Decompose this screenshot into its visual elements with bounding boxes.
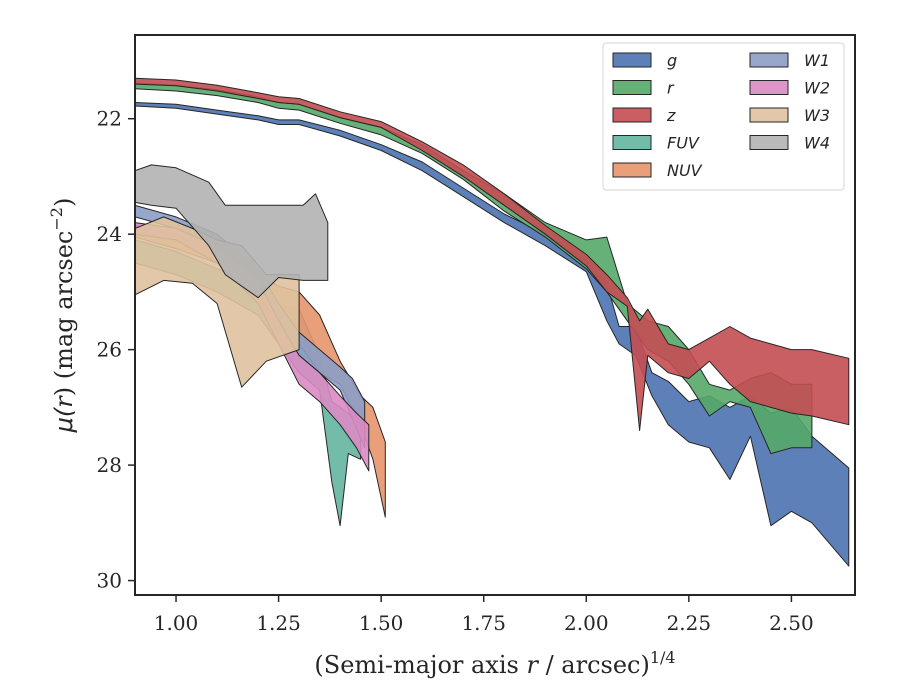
x-tick-label: 1.25 xyxy=(256,611,301,635)
legend: grz FUV NUV W1 W2 W3 W4 xyxy=(602,42,845,191)
legend-label-w1: W1 xyxy=(804,51,830,70)
plot-frame xyxy=(134,34,856,596)
x-axis-title: (Semi-major axis r / arcsec)1/4 xyxy=(314,648,675,679)
legend-swatch-nuv xyxy=(612,162,652,178)
legend-label-g: g xyxy=(667,51,677,70)
legend-label-w4: W4 xyxy=(804,134,830,153)
y-tick-label: 24 xyxy=(97,222,122,246)
legend-swatch-r xyxy=(612,80,652,95)
legend-swatch-w4 xyxy=(749,135,789,150)
x-tick-label: 2.00 xyxy=(564,611,609,635)
axes: 1.00 1.25 1.50 1.75 2.00 2.25 2.50 22 24 26 28 30 xyxy=(97,34,856,635)
y-tick-label: 28 xyxy=(97,453,122,477)
legend-label-w3: W3 xyxy=(804,106,830,125)
legend-label-r: r xyxy=(667,79,675,98)
legend-swatch-w3 xyxy=(749,107,789,123)
x-tick-label: 1.75 xyxy=(461,611,506,635)
y-tick-label: 30 xyxy=(97,569,122,593)
plot-areas xyxy=(135,77,850,567)
legend-label-nuv: NUV xyxy=(667,161,703,180)
x-tick-label: 1.00 xyxy=(154,611,199,635)
legend-swatch-g xyxy=(612,52,652,68)
band-g xyxy=(135,102,850,567)
legend-swatch-w2 xyxy=(749,80,789,95)
x-tick-label: 2.25 xyxy=(667,611,712,635)
x-tick-label: 1.50 xyxy=(359,611,404,635)
legend-swatch-fuv xyxy=(612,135,652,150)
legend-swatch-w1 xyxy=(749,52,789,68)
legend-swatch-z xyxy=(612,107,652,123)
legend-label-w2: W2 xyxy=(804,79,830,98)
legend-label-z: z xyxy=(666,106,676,125)
y-tick-label: 26 xyxy=(97,338,122,362)
band-z xyxy=(135,77,850,431)
band-w4 xyxy=(135,164,329,299)
y-axis-title: μ(r) (mag arcsec−2) xyxy=(47,198,78,434)
legend-box xyxy=(602,42,845,191)
x-tick-label: 2.50 xyxy=(769,611,814,635)
legend-label-fuv: FUV xyxy=(667,134,700,153)
y-tick-label: 22 xyxy=(97,107,122,131)
